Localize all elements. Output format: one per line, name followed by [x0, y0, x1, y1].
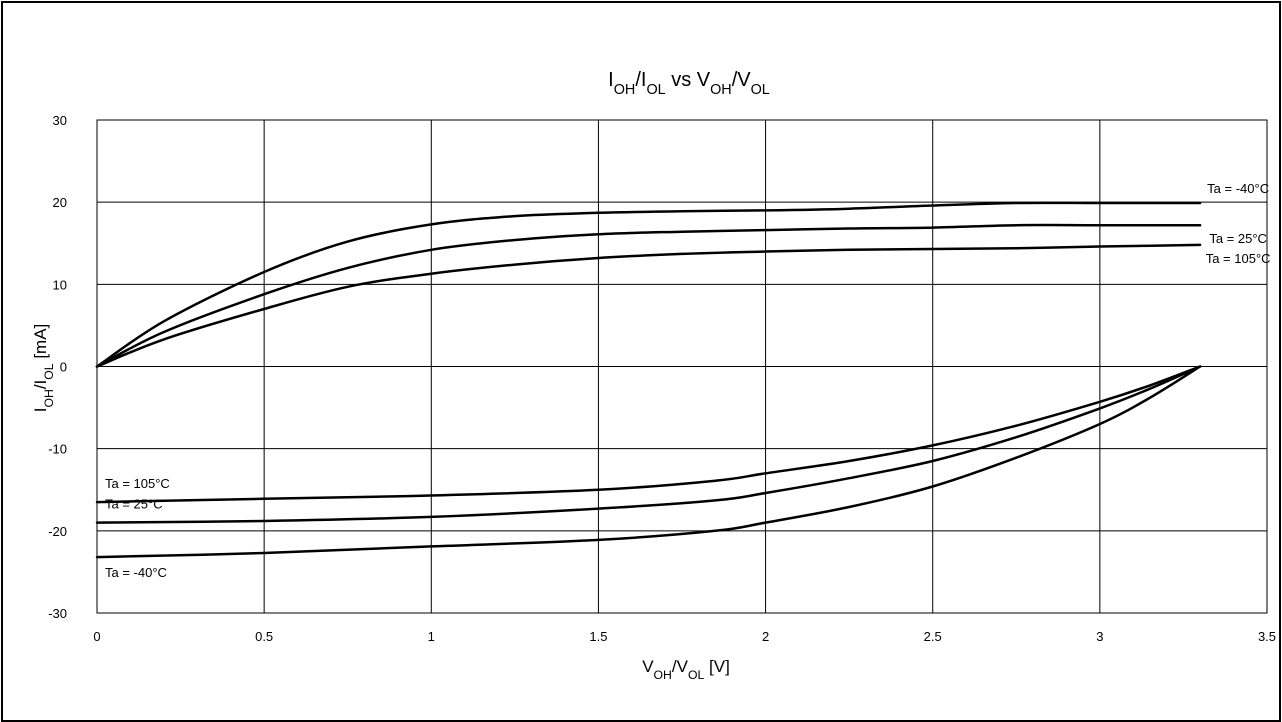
series-line	[95, 365, 1202, 504]
series-label: Ta = 25°C	[105, 497, 163, 512]
x-tick-label: 0.5	[255, 629, 273, 644]
chart-title: IOH/IOL vs VOH/VOL	[608, 69, 770, 98]
series-label: Ta = -40°C	[1207, 181, 1269, 196]
series-labels: Ta = -40°C Ta = 25°C Ta = 105°C Ta = 105°C T…	[105, 181, 1271, 580]
y-tick-label: -10	[48, 442, 67, 457]
series-line	[95, 201, 1202, 368]
series-line	[95, 365, 1202, 559]
y-axis-label: IOH/IOL [mA]	[31, 324, 56, 413]
series-label: Ta = 105°C	[105, 476, 170, 491]
x-tick-label: 3.5	[1258, 629, 1276, 644]
y-tick-label: 10	[53, 277, 67, 292]
series-line	[95, 223, 1202, 368]
series-line	[95, 243, 1202, 368]
x-tick-label: 2.5	[924, 629, 942, 644]
series-line	[95, 365, 1202, 524]
series-label: Ta = 105°C	[1206, 251, 1271, 266]
y-tick-label: 20	[53, 195, 67, 210]
series-label: Ta = 25°C	[1209, 231, 1267, 246]
y-tick-label: 0	[60, 360, 67, 375]
y-tick-label: -20	[48, 524, 67, 539]
y-tick-labels: 30 20 10 0 -10 -20 -30	[48, 113, 67, 621]
series-curves	[95, 201, 1202, 559]
x-tick-labels: 0 0.5 1 1.5 2 2.5 3 3.5	[93, 629, 1276, 644]
x-tick-label: 3	[1096, 629, 1103, 644]
series-label: Ta = -40°C	[105, 565, 167, 580]
grid-lines	[96, 119, 1268, 614]
y-tick-label: 30	[53, 113, 67, 128]
x-axis-label: VOH/VOL [V]	[642, 657, 730, 682]
x-tick-label: 0	[93, 629, 100, 644]
x-tick-label: 2	[762, 629, 769, 644]
y-tick-label: -30	[48, 606, 67, 621]
x-tick-label: 1	[428, 629, 435, 644]
x-tick-label: 1.5	[589, 629, 607, 644]
